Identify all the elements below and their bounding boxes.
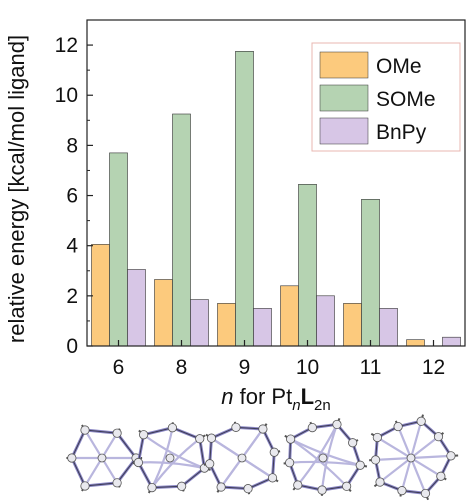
y-tick-label: 8 — [66, 134, 78, 157]
bar-some-10 — [298, 184, 317, 347]
plot-area — [91, 50, 461, 347]
bar-ome-6 — [91, 244, 110, 347]
legend: OMe SOMe BnPy — [311, 42, 461, 152]
bar-bnpy-12 — [442, 336, 461, 347]
bar-bnpy-10 — [316, 295, 335, 347]
pt11-cage-icon — [369, 414, 459, 501]
bar-some-9 — [235, 50, 254, 347]
legend-label-ome: OMe — [376, 55, 422, 78]
bar-some-6 — [109, 152, 128, 347]
y-tick-label: 2 — [66, 285, 78, 308]
y-tick-label: 4 — [66, 235, 78, 258]
bar-ome-10 — [280, 285, 299, 347]
bar-some-8 — [172, 113, 191, 347]
pt10-cage-icon — [283, 418, 368, 496]
legend-swatch-some — [319, 84, 369, 112]
bar-some-11 — [361, 199, 380, 347]
y-tick-label: 12 — [55, 34, 78, 57]
bar-bnpy-11 — [379, 308, 398, 347]
x-tick-label: 8 — [176, 356, 188, 379]
bar-ome-8 — [154, 279, 173, 347]
y-tick-label: 10 — [55, 84, 78, 107]
x-axis-title: n for PtnL2n — [221, 384, 330, 414]
x-tick-label: 10 — [296, 356, 319, 379]
x-tick-label: 11 — [360, 356, 382, 379]
legend-swatch-bnpy — [319, 117, 369, 145]
y-tick-label: 6 — [66, 185, 78, 208]
pt9-cage-icon — [203, 421, 281, 495]
x-tick-label: 12 — [422, 356, 445, 379]
y-tick-label: 0 — [66, 335, 78, 358]
pt6-cage-icon — [66, 424, 143, 492]
plot-frame — [86, 19, 466, 347]
axes: 0 2 4 6 8 10 12 6 8 9 10 11 12 relative energy [kcal/… — [4, 19, 466, 414]
bar-bnpy-8 — [190, 299, 209, 347]
bar-ome-9 — [217, 303, 236, 347]
x-tick-label: 9 — [239, 356, 251, 379]
y-axis-title: relative energy [kcal/mol ligand] — [4, 35, 29, 343]
legend-swatch-ome — [319, 51, 369, 79]
bar-bnpy-9 — [253, 308, 272, 347]
pt8-cage-icon — [132, 422, 211, 494]
bar-ome-12 — [406, 339, 425, 347]
cage-structures — [66, 414, 459, 501]
bar-bnpy-6 — [127, 269, 146, 347]
legend-label-some: SOMe — [376, 88, 436, 111]
legend-label-bnpy: BnPy — [376, 121, 427, 144]
bar-ome-11 — [343, 303, 362, 347]
x-tick-label: 6 — [113, 356, 125, 379]
